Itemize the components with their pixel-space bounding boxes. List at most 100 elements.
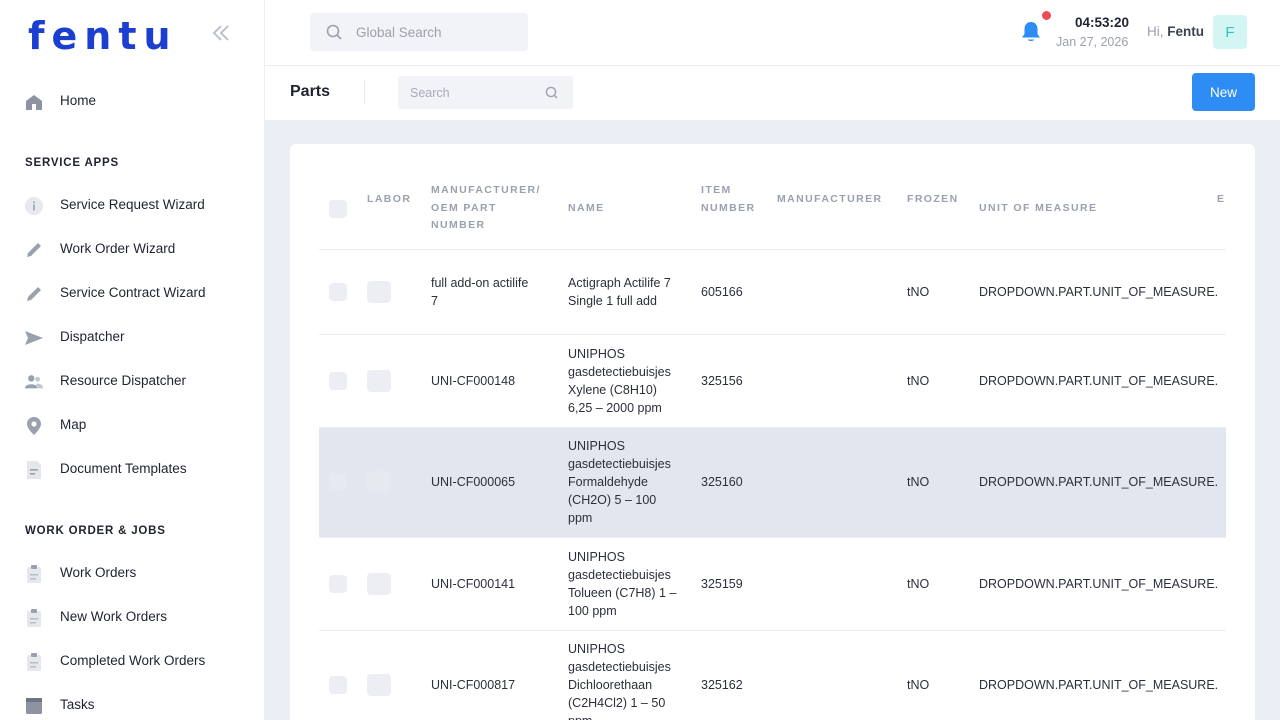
cell-line: Xylene (C8H10) xyxy=(568,383,657,397)
notification-badge xyxy=(1042,11,1051,20)
column-header-manufacturer-part-number[interactable]: MANUFACTURER/ OEM PART NUMBER xyxy=(431,182,541,235)
column-header-name[interactable]: NAME xyxy=(568,202,605,214)
labor-checkbox[interactable] xyxy=(367,471,391,493)
cell-line: ppm xyxy=(568,511,593,525)
parts-search-input[interactable] xyxy=(410,76,540,109)
cell-unit-of-measure: DROPDOWN.PART.UNIT_OF_MEASURE. xyxy=(979,678,1219,692)
table-row[interactable]: UNI-CF000817 UNIPHOS gasdetectiebuisjes … xyxy=(319,631,1226,720)
new-part-button[interactable]: New xyxy=(1192,73,1255,111)
cell-line: Tolueen (C7H8) 1 – xyxy=(568,586,677,600)
cell-name: UNIPHOS gasdetectiebuisjes Tolueen (C7H8… xyxy=(568,548,676,620)
labor-checkbox[interactable] xyxy=(367,281,391,303)
column-header-truncated[interactable]: E xyxy=(1217,193,1226,205)
cell-line: ppm xyxy=(568,712,671,720)
cell-manufacturer-part-number: UNI-CF000148 xyxy=(431,374,516,388)
row-checkbox[interactable] xyxy=(329,575,347,593)
cell-name: UNIPHOS gasdetectiebuisjes Formaldehyde … xyxy=(568,437,671,527)
table-header: LABOR MANUFACTURER/ OEM PART NUMBER NAME… xyxy=(319,144,1226,250)
section-title-work-order-jobs: WORK ORDER & JOBS xyxy=(25,525,166,537)
document-icon xyxy=(24,460,44,480)
sidebar-item-label: Home xyxy=(60,93,97,108)
greeting-prefix: Hi, xyxy=(1147,24,1164,39)
table-row[interactable]: UNI-CF000148 UNIPHOS gasdetectiebuisjes … xyxy=(319,335,1226,428)
sidebar-item-home[interactable]: Home xyxy=(0,84,265,118)
sidebar-item-service-contract-wizard[interactable]: Service Contract Wizard xyxy=(0,276,265,310)
select-all-checkbox[interactable] xyxy=(329,200,347,218)
double-chevron-left-icon xyxy=(212,25,229,41)
parts-table-card: LABOR MANUFACTURER/ OEM PART NUMBER NAME… xyxy=(290,144,1255,720)
cell-line: gasdetectiebuisjes xyxy=(568,457,671,471)
table-row[interactable]: full add-on actilife 7 Actigraph Actilif… xyxy=(319,250,1226,335)
cell-line: Formaldehyde xyxy=(568,475,648,489)
cell-name: UNIPHOS gasdetectiebuisjes Dichloorethaa… xyxy=(568,640,671,720)
cell-manufacturer-part-number: UNI-CF000817 xyxy=(431,678,516,692)
sidebar-item-resource-dispatcher[interactable]: Resource Dispatcher xyxy=(0,364,265,398)
bell-icon[interactable] xyxy=(1020,20,1042,44)
cell-frozen: tNO xyxy=(907,577,930,591)
cell-item-number: 325159 xyxy=(701,577,743,591)
cell-manufacturer-part-number: full add-on actilife 7 xyxy=(431,274,528,310)
row-checkbox[interactable] xyxy=(329,676,347,694)
sidebar-item-label: Completed Work Orders xyxy=(60,653,206,668)
row-checkbox[interactable] xyxy=(329,473,347,491)
cell-unit-of-measure: DROPDOWN.PART.UNIT_OF_MEASURE. xyxy=(979,374,1219,388)
sidebar-item-label: Document Templates xyxy=(60,461,187,476)
table-row-selected[interactable]: UNI-CF000065 UNIPHOS gasdetectiebuisjes … xyxy=(319,428,1226,538)
sidebar-item-label: Work Order Wizard xyxy=(60,241,176,256)
sidebar-item-map[interactable]: Map xyxy=(0,408,265,442)
cell-manufacturer-part-number: UNI-CF000065 xyxy=(431,475,516,489)
search-icon[interactable] xyxy=(545,86,558,99)
column-header-item-number[interactable]: ITEM NUMBER xyxy=(701,182,755,217)
pencil-icon xyxy=(24,240,44,260)
parts-table[interactable]: LABOR MANUFACTURER/ OEM PART NUMBER NAME… xyxy=(319,144,1226,720)
global-search[interactable] xyxy=(310,13,528,51)
sidebar-item-tasks[interactable]: Tasks xyxy=(0,688,265,720)
cell-name: UNIPHOS gasdetectiebuisjes Xylene (C8H10… xyxy=(568,345,671,417)
column-header-line: MANUFACTURER/ xyxy=(431,184,541,196)
cell-unit-of-measure: DROPDOWN.PART.UNIT_OF_MEASURE. xyxy=(979,285,1219,299)
row-checkbox[interactable] xyxy=(329,372,347,390)
avatar[interactable]: F xyxy=(1213,15,1247,49)
sidebar-item-label: Work Orders xyxy=(60,565,137,580)
column-header-line: OEM PART xyxy=(431,201,497,214)
column-header-labor[interactable]: LABOR xyxy=(367,193,412,205)
cell-unit-of-measure: DROPDOWN.PART.UNIT_OF_MEASURE. xyxy=(979,577,1219,591)
page-title: Parts xyxy=(290,83,331,100)
labor-checkbox[interactable] xyxy=(367,674,391,696)
sidebar-item-new-work-orders[interactable]: New Work Orders xyxy=(0,600,265,634)
header-divider xyxy=(364,80,365,104)
sidebar-item-completed-work-orders[interactable]: Completed Work Orders xyxy=(0,644,265,678)
column-header-line: NUMBER xyxy=(701,201,756,214)
page-header: Parts New xyxy=(265,66,1280,120)
sidebar-item-work-order-wizard[interactable]: Work Order Wizard xyxy=(0,232,265,266)
column-header-manufacturer[interactable]: MANUFACTURER xyxy=(777,193,883,205)
search-icon xyxy=(326,24,342,40)
cell-line: UNIPHOS xyxy=(568,642,625,656)
sidebar-item-label: Map xyxy=(60,417,87,432)
cell-line: Actigraph Actilife 7 xyxy=(568,276,671,290)
row-checkbox[interactable] xyxy=(329,283,347,301)
cell-line: (C2H4Cl2) 1 – 50 xyxy=(568,696,666,710)
cell-unit-of-measure: DROPDOWN.PART.UNIT_OF_MEASURE. xyxy=(979,475,1219,489)
home-icon xyxy=(24,92,44,112)
cell-item-number: 325160 xyxy=(701,475,743,489)
tasks-icon xyxy=(24,696,44,716)
fentu-logo[interactable]: fentu xyxy=(28,14,178,58)
sidebar-item-work-orders[interactable]: Work Orders xyxy=(0,556,265,590)
cell-line: (CH2O) 5 – 100 xyxy=(568,493,657,507)
sidebar-item-label: Dispatcher xyxy=(60,329,125,344)
sidebar-item-service-request-wizard[interactable]: Service Request Wizard xyxy=(0,188,265,222)
global-search-input[interactable] xyxy=(356,13,516,51)
column-header-frozen[interactable]: FROZEN xyxy=(907,193,959,205)
cell-line: Single 1 full add xyxy=(568,294,657,308)
collapse-sidebar-button[interactable] xyxy=(208,20,234,46)
labor-checkbox[interactable] xyxy=(367,573,391,595)
column-header-unit-of-measure[interactable]: UNIT OF MEASURE xyxy=(979,202,1098,214)
sidebar-item-document-templates[interactable]: Document Templates xyxy=(0,452,265,486)
table-row[interactable]: UNI-CF000141 UNIPHOS gasdetectiebuisjes … xyxy=(319,538,1226,631)
parts-search[interactable] xyxy=(398,76,573,109)
top-bar: 04:53:20 Jan 27, 2026 Hi, Fentu F xyxy=(265,0,1280,66)
sidebar-item-dispatcher[interactable]: Dispatcher xyxy=(0,320,265,354)
cell-item-number: 325156 xyxy=(701,374,743,388)
labor-checkbox[interactable] xyxy=(367,370,391,392)
